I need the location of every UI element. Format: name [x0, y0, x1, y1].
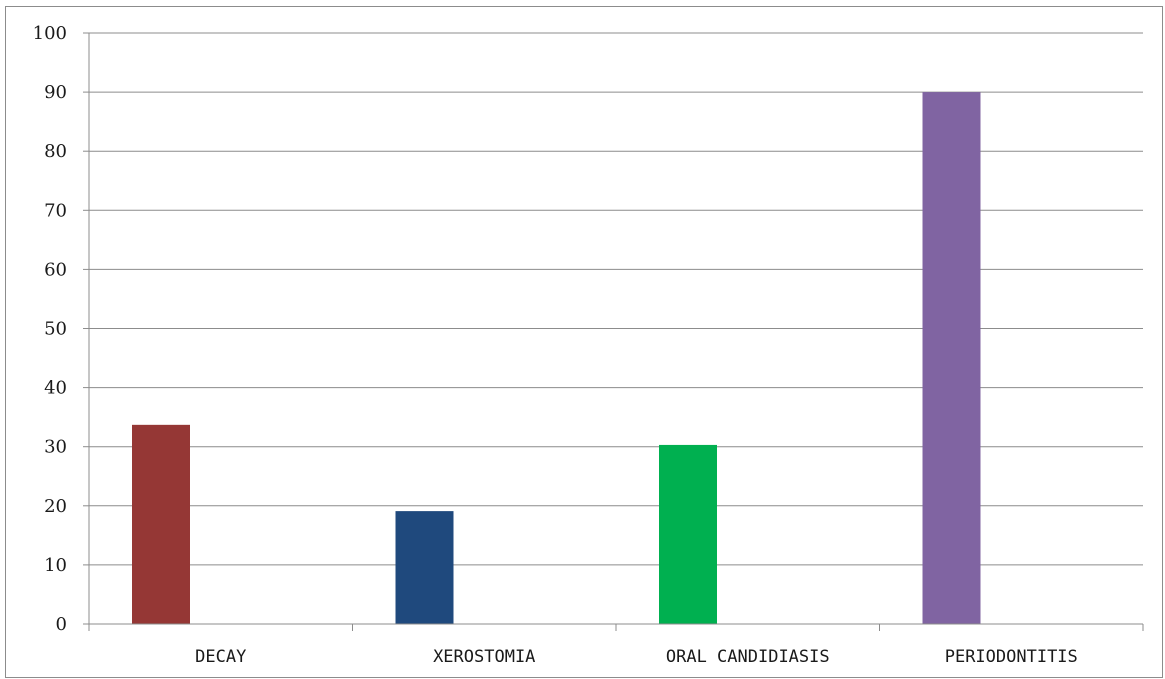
y-tick-label: 40 [44, 378, 67, 399]
bar-decay [132, 424, 190, 624]
x-category-label: DECAY [195, 647, 246, 667]
y-tick-labels: 0 10 20 30 40 50 60 70 80 90 100 [33, 23, 67, 635]
y-tick-label: 70 [44, 200, 67, 221]
y-tick-label: 60 [44, 259, 67, 280]
bar-oral-candidiasis [659, 444, 717, 624]
y-tick-label: 90 [44, 82, 67, 103]
bar-xerostomia [395, 511, 454, 624]
x-category-labels: DECAY XEROSTOMIA ORAL CANDIDIASIS PERIODONT… [195, 647, 1078, 667]
y-tick-label: 20 [44, 496, 67, 517]
y-tick-label: 80 [44, 141, 67, 162]
x-category-label: XEROSTOMIA [433, 647, 535, 667]
y-tick-label: 30 [44, 437, 67, 458]
bar-periodontitis [922, 92, 981, 625]
x-category-label: ORAL CANDIDIASIS [666, 647, 830, 667]
x-category-label: PERIODONTITIS [945, 647, 1078, 667]
bars [132, 92, 981, 625]
gridlines [89, 32, 1143, 566]
y-tick-label: 10 [44, 555, 67, 576]
y-tick-label: 100 [33, 23, 67, 44]
axes [83, 32, 1144, 631]
y-tick-label: 0 [56, 614, 67, 635]
y-tick-label: 50 [44, 319, 67, 340]
